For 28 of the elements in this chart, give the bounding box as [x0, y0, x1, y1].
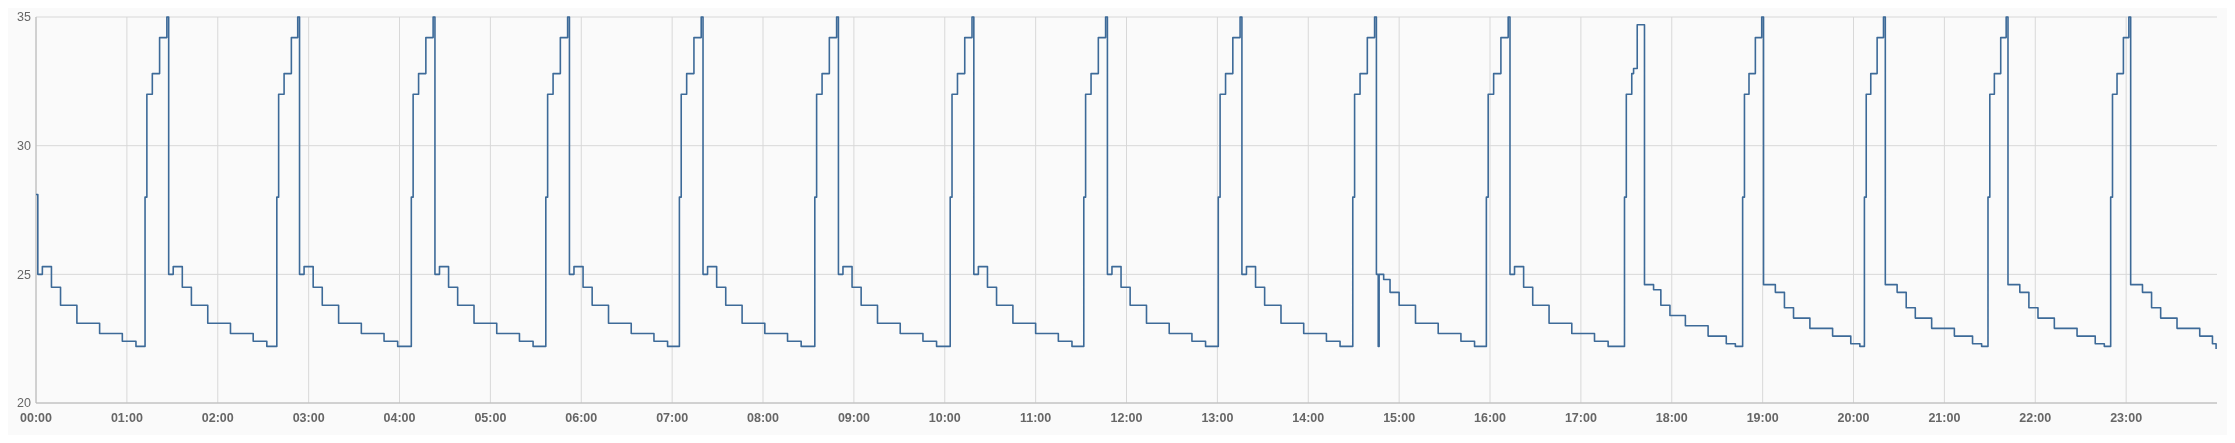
- x-tick-label: 06:00: [565, 411, 598, 425]
- x-tick-label: 11:00: [1019, 411, 1052, 425]
- x-tick-label: 02:00: [201, 411, 234, 425]
- x-tick-label: 07:00: [656, 411, 689, 425]
- x-tick-label: 09:00: [837, 411, 870, 425]
- y-tick-label: 20: [17, 396, 32, 411]
- x-tick-label: 04:00: [383, 411, 416, 425]
- x-tick-label: 08:00: [747, 411, 780, 425]
- x-tick-label: 05:00: [474, 411, 507, 425]
- x-tick-label: 01:00: [110, 411, 143, 425]
- x-tick-label: 19:00: [1746, 411, 1779, 425]
- y-tick-label: 30: [17, 139, 32, 154]
- x-tick-label: 22:00: [2019, 411, 2052, 425]
- x-tick-label: 16:00: [1474, 411, 1507, 425]
- x-tick-label: 00:00: [20, 411, 53, 425]
- x-tick-label: 21:00: [1928, 411, 1961, 425]
- x-tick-label: 03:00: [292, 411, 325, 425]
- x-tick-label: 17:00: [1564, 411, 1597, 425]
- x-tick-label: 18:00: [1655, 411, 1688, 425]
- y-tick-label: 35: [17, 10, 32, 25]
- x-tick-label: 10:00: [928, 411, 961, 425]
- x-tick-label: 15:00: [1383, 411, 1416, 425]
- x-tick-label: 23:00: [2110, 411, 2143, 425]
- x-tick-label: 12:00: [1110, 411, 1143, 425]
- y-tick-label: 25: [17, 267, 32, 282]
- x-tick-label: 13:00: [1201, 411, 1234, 425]
- x-tick-label: 20:00: [1837, 411, 1870, 425]
- x-tick-label: 14:00: [1292, 411, 1325, 425]
